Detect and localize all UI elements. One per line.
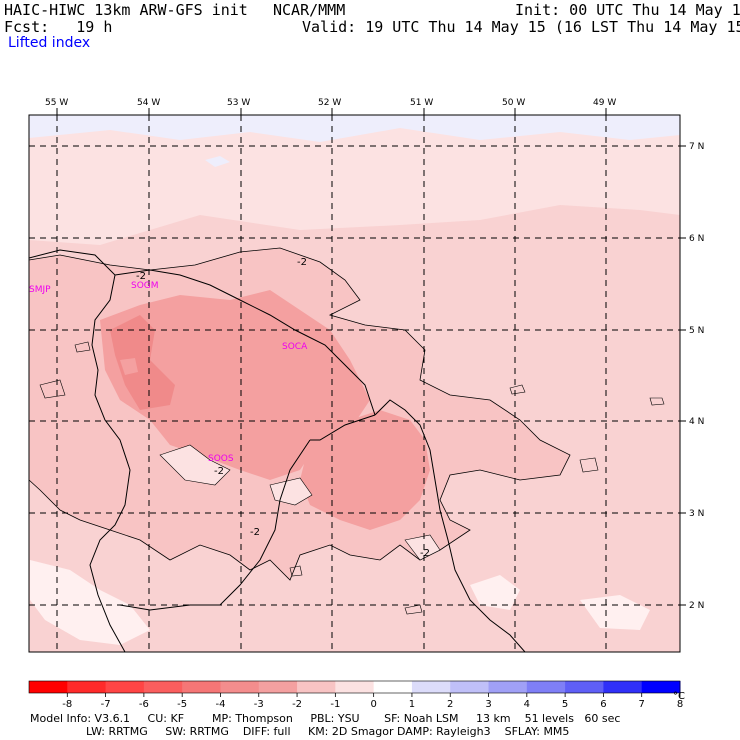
colorbar-segment [182, 681, 221, 693]
li-blob-4 [289, 565, 303, 577]
colorbar: -8 -7 -6 -5 -4 -3 -2 -1 0 1 2 3 4 5 6 7 8°C [28, 680, 685, 710]
lat-label: 3 N [689, 509, 704, 519]
footer-line-2: LW: RRTMG SW: RRTMG DIFF: full KM: 2D Sm… [30, 725, 570, 738]
lat-label: 5 N [689, 326, 704, 336]
colorbar-tick-label: 7 [639, 699, 645, 710]
station-sogm: SOGM [131, 281, 159, 291]
lat-ticks [680, 145, 686, 606]
border-junction [310, 414, 376, 441]
lifted-index-field: -2 -2 -2 -2 -2 SMJP SOGM SOCA SOOS [29, 115, 680, 652]
colorbar-segment [143, 681, 183, 693]
lon-label: 52 W [318, 98, 341, 108]
lat-label: 4 N [689, 417, 704, 427]
colorbar-segment [297, 681, 336, 693]
footer-line-1: Model Info: V3.6.1 CU: KF MP: Thompson P… [30, 712, 621, 725]
model-title: HAIC-HIWC 13km ARW-GFS init [4, 1, 248, 19]
lon-labels: 55 W 54 W 53 W 52 W 51 W 50 W 49 W [45, 98, 616, 108]
colorbar-tick-label: 5 [562, 699, 568, 710]
map-frame [28, 114, 681, 653]
colorbar-tick-label: 6 [600, 699, 606, 710]
li-low-patch-1 [30, 560, 150, 645]
colorbar-segment [641, 681, 681, 693]
lon-label: 50 W [502, 98, 525, 108]
li-low-patch-3 [580, 595, 650, 630]
station-smjp: SMJP [29, 285, 51, 295]
li-zero-patch [205, 156, 230, 167]
colorbar-segment [411, 681, 451, 693]
lon-ticks [56, 108, 607, 115]
colorbar-segment [488, 681, 528, 693]
colorbar-segment [29, 681, 68, 693]
colorbar-frame [28, 680, 681, 694]
colorbar-segment [373, 681, 413, 693]
border-coast [114, 269, 376, 416]
li-blob-5 [404, 604, 423, 615]
org-label: NCAR/MMM [273, 1, 346, 19]
li-blob-3 [579, 457, 599, 473]
lat-label: 6 N [689, 234, 704, 244]
graticule [29, 115, 680, 652]
colorbar-segment [258, 681, 298, 693]
contour-label-4: -2 [250, 527, 260, 538]
init-time: Init: 00 UTC Thu 14 May 15 [515, 1, 740, 19]
li-minus3-region-west [100, 290, 370, 480]
li-zero-strip [29, 115, 680, 142]
li-patch-4 [39, 379, 66, 399]
station-soca: SOCA [282, 342, 308, 352]
forecast-hour: Fcst: 19 h [4, 18, 113, 36]
border-suriname-fguiana [119, 439, 311, 611]
colorbar-segment [335, 681, 375, 693]
contour-label-5: -2 [420, 548, 430, 559]
colorbar-tick-label: -3 [254, 699, 264, 710]
field-name: Lifted index [8, 35, 91, 51]
colorbar-tick-label: -8 [62, 699, 72, 710]
li-blob-6 [74, 341, 91, 353]
colorbar-tick-label: -4 [215, 699, 225, 710]
colorbar-tick-label: 2 [447, 699, 453, 710]
lon-label: 51 W [410, 98, 433, 108]
colorbar-segment [603, 681, 643, 693]
valid-time: Valid: 19 UTC Thu 14 May 15 (16 LST Thu … [302, 18, 740, 36]
colorbar-tick-label: -1 [330, 699, 340, 710]
colorbar-segment [220, 681, 260, 693]
colorbar-tick-label: 8 [677, 699, 683, 710]
colorbar-tick-label: 1 [409, 699, 415, 710]
contour-label-1: -2 [297, 257, 307, 268]
contour-label-3: -2 [214, 466, 224, 477]
contour-label-2: -2 [136, 271, 146, 282]
colorbar-tick-label: 0 [370, 699, 376, 710]
li-minus4-core [110, 315, 175, 410]
li-low-patch-2 [470, 575, 520, 610]
colorbar-tick-label: 3 [485, 699, 491, 710]
colorbar-tick-label: 4 [524, 699, 530, 710]
lon-label: 49 W [593, 98, 616, 108]
lon-label: 55 W [45, 98, 68, 108]
colorbar-tick-label: -2 [292, 699, 302, 710]
li-blob-1 [509, 384, 526, 395]
li-core-hole [120, 358, 138, 375]
li-patch-1 [159, 444, 231, 486]
colorbar-segment [105, 681, 145, 693]
station-labels: SMJP SOGM SOCA SOOS [29, 281, 308, 464]
border-oyapock [374, 399, 526, 652]
lat-label: 7 N [689, 142, 704, 152]
station-soos: SOOS [208, 454, 234, 464]
colorbar-tick-label: -6 [139, 699, 149, 710]
lat-label: 2 N [689, 601, 704, 611]
colorbar-segment [526, 681, 566, 693]
lon-label: 54 W [137, 98, 160, 108]
colorbar-segment [450, 681, 490, 693]
li-blob-2 [649, 397, 665, 406]
colorbar-segment [67, 681, 107, 693]
lat-labels: 7 N 6 N 5 N 4 N 3 N 2 N [689, 142, 704, 611]
colorbar-segment [565, 681, 604, 693]
colorbar-tick-label: -5 [177, 699, 187, 710]
colorbar-unit: °C [673, 691, 685, 702]
colorbar-tick-label: -7 [101, 699, 111, 710]
li-patch-3 [404, 534, 441, 561]
lon-label: 53 W [227, 98, 250, 108]
